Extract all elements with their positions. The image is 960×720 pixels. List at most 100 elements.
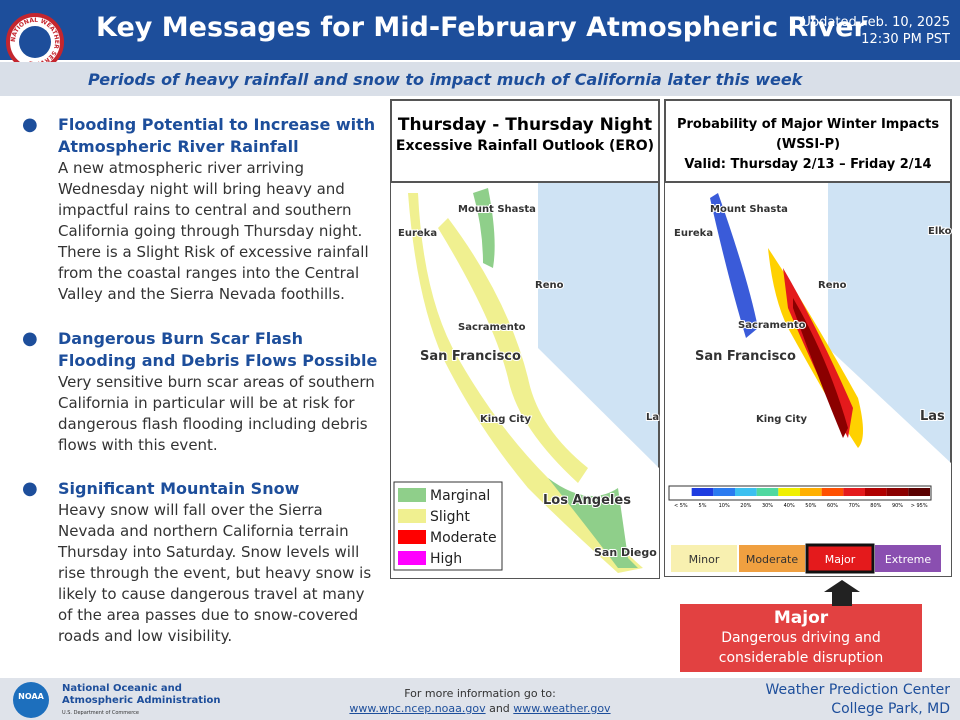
legend-swatch — [398, 509, 426, 523]
category-label: Moderate — [746, 553, 799, 566]
footer — [0, 678, 960, 720]
link[interactable]: www.wpc.ncep.noaa.gov — [349, 702, 486, 715]
scale-label: 70% — [849, 503, 860, 509]
wpc-line: Weather Prediction Center — [765, 682, 950, 698]
city-label: King City — [480, 414, 531, 425]
city-label: Sacramento — [738, 320, 806, 331]
legend-label: Moderate — [430, 530, 497, 546]
bullet: ● — [22, 328, 38, 349]
city-label: Eureka — [674, 228, 713, 239]
city-label: La — [646, 412, 659, 423]
legend-label: High — [430, 551, 462, 567]
scale-swatch — [821, 488, 844, 496]
category-label: Minor — [689, 553, 720, 566]
bullet: ● — [22, 114, 38, 135]
callout — [680, 604, 922, 672]
noaa-name: National Oceanic and Atmospheric Administ… — [62, 683, 221, 719]
message-body: Very sensitive burn scar areas of southe… — [58, 373, 375, 454]
map-title: Thursday - Thursday Night — [398, 115, 652, 135]
scale-swatch — [865, 488, 887, 496]
message: ● Dangerous Burn Scar Flash Flooding and … — [22, 328, 382, 456]
scale-swatch — [691, 488, 714, 496]
scale-swatch — [800, 488, 822, 496]
wpc: Weather Prediction Center College Park, M… — [765, 681, 950, 719]
city-label: Mount Shasta — [458, 204, 536, 215]
noaa-line: Atmospheric Administration — [62, 695, 221, 706]
category-box — [875, 545, 941, 572]
message-body: A new atmospheric river arriving Wednesd… — [58, 159, 369, 303]
message-body: Heavy snow will fall over the Sierra Nev… — [58, 501, 372, 645]
callout-title: Major — [773, 608, 829, 628]
bullet: ● — [22, 478, 38, 499]
and: and — [489, 702, 510, 715]
legend-label: Marginal — [430, 488, 490, 504]
scale-swatch — [908, 488, 930, 496]
noaa-line: National Oceanic and — [62, 683, 182, 694]
city-label: Sacramento — [458, 322, 526, 333]
category-label: Extreme — [885, 553, 932, 566]
scale-label: < 5% — [674, 503, 688, 509]
noaa-logo: NOAA — [13, 682, 49, 718]
scale-label: 90% — [892, 503, 903, 509]
maps: Thursday - Thursday Night Excessive Rainf… — [390, 99, 953, 579]
city-label: Las — [920, 409, 945, 424]
city-label: Reno — [818, 280, 847, 291]
message-heading: Dangerous Burn Scar Flash Flooding and D… — [58, 329, 378, 370]
category-box — [671, 545, 737, 572]
map-title: (WSSI-P) — [776, 137, 840, 152]
scale-label: > 95% — [911, 503, 928, 509]
legend-swatch — [398, 530, 426, 544]
scale-swatch — [713, 488, 735, 496]
callout-line: considerable disruption — [718, 650, 884, 666]
callout-arrow — [824, 580, 860, 606]
scale-swatch — [735, 488, 757, 496]
wpc-line: College Park, MD — [831, 701, 950, 717]
message: ● Flooding Potential to Increase with Atm… — [22, 114, 382, 305]
category-box — [805, 543, 875, 574]
updated: Updated Feb. 10, 2025 12:30 PM PST — [801, 14, 950, 48]
scale-label: 30% — [762, 503, 773, 509]
scale-swatch — [778, 488, 800, 496]
subtitle-bar — [0, 62, 960, 96]
nws-logo: NATIONAL WEATHER SERVICE — [6, 13, 64, 71]
map-title: Valid: Thursday 2/13 – Friday 2/14 — [684, 157, 931, 172]
city-label: San Francisco — [695, 349, 796, 364]
updated-time: 12:30 PM PST — [861, 32, 950, 47]
city-label: Mount Shasta — [710, 204, 788, 215]
scale-label: 80% — [870, 503, 881, 509]
title: Key Messages for Mid-February Atmospheri… — [96, 12, 867, 43]
category-box — [739, 545, 805, 572]
city-label: King City — [756, 414, 807, 425]
callout-line: Dangerous driving and — [721, 630, 881, 646]
city-label: Reno — [535, 280, 564, 291]
subtitle: Periods of heavy rainfall and snow to im… — [88, 70, 803, 89]
scale-label: 10% — [719, 503, 730, 509]
info-text: For more information go to: — [404, 687, 556, 700]
scale-swatch — [756, 488, 779, 496]
message-heading: Significant Mountain Snow — [58, 479, 300, 498]
message-heading: Flooding Potential to Increase with Atmo… — [58, 115, 376, 156]
city-label: Elko — [928, 226, 952, 237]
legend-swatch — [398, 488, 426, 502]
legend-swatch — [398, 551, 426, 565]
link[interactable]: www.weather.gov — [513, 702, 611, 715]
message: ● Significant Mountain Snow Heavy snow wil… — [22, 478, 382, 647]
scale-label: 5% — [699, 503, 707, 509]
city-label: Los Angeles — [543, 493, 631, 508]
header-bar — [0, 0, 960, 60]
noaa-dept: U.S. Department of Commerce — [62, 710, 139, 716]
callout-text: Major Dangerous driving and considerable… — [680, 608, 922, 668]
scale-swatch — [886, 488, 909, 496]
scale-label: 50% — [805, 503, 816, 509]
city-label: Eureka — [398, 228, 437, 239]
legend-label: Slight — [430, 509, 470, 525]
scale-swatch — [843, 488, 865, 496]
scale-label: 40% — [784, 503, 795, 509]
noaa-logo-text: NOAA — [18, 692, 44, 701]
scale-label: 20% — [740, 503, 751, 509]
info: For more information go to: www.wpc.ncep… — [330, 686, 630, 716]
scale-label: 60% — [827, 503, 838, 509]
map-title: Probability of Major Winter Impacts — [677, 117, 939, 132]
city-label: San Francisco — [420, 349, 521, 364]
